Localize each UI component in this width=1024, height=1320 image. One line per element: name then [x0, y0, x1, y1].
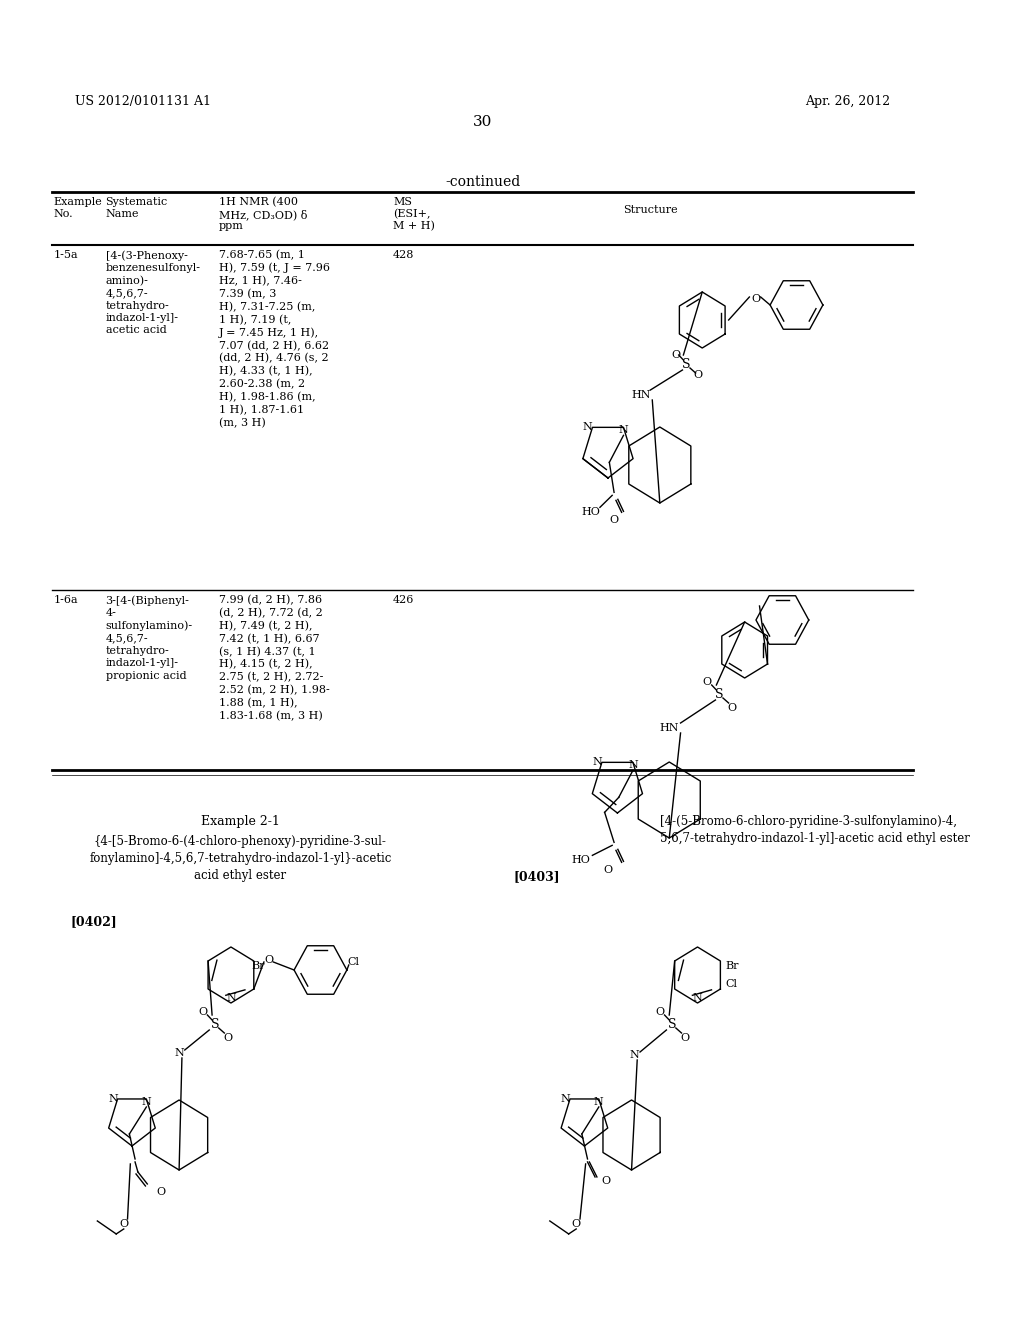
Text: S: S — [668, 1019, 676, 1031]
Text: 7.68-7.65 (m, 1
H), 7.59 (t, J = 7.96
Hz, 1 H), 7.46-
7.39 (m, 3
H), 7.31-7.25 (: 7.68-7.65 (m, 1 H), 7.59 (t, J = 7.96 Hz… — [219, 249, 330, 428]
Text: [4-(5-Bromo-6-chloro-pyridine-3-sulfonylamino)-4,
5,6,7-tetrahydro-indazol-1-yl]: [4-(5-Bromo-6-chloro-pyridine-3-sulfonyl… — [659, 814, 970, 845]
Text: [0403]: [0403] — [514, 870, 560, 883]
Text: Cl: Cl — [347, 957, 359, 968]
Text: 30: 30 — [473, 115, 493, 129]
Text: HO: HO — [571, 855, 591, 866]
Text: O: O — [681, 1034, 690, 1043]
Text: N: N — [560, 1094, 570, 1104]
Text: HN: HN — [631, 389, 650, 400]
Text: HN: HN — [659, 723, 679, 733]
Text: -continued: -continued — [445, 176, 520, 189]
Text: N: N — [141, 1097, 152, 1107]
Text: O: O — [655, 1007, 665, 1016]
Text: 426: 426 — [393, 595, 415, 605]
Text: [0402]: [0402] — [71, 915, 118, 928]
Text: S: S — [211, 1019, 219, 1031]
Text: O: O — [571, 1218, 581, 1229]
Text: O: O — [693, 370, 702, 380]
Text: 7.99 (d, 2 H), 7.86
(d, 2 H), 7.72 (d, 2
H), 7.49 (t, 2 H),
7.42 (t, 1 H), 6.67
: 7.99 (d, 2 H), 7.86 (d, 2 H), 7.72 (d, 2… — [219, 595, 330, 721]
Text: 1-5a: 1-5a — [53, 249, 79, 260]
Text: N: N — [174, 1048, 184, 1059]
Text: Systematic
Name: Systematic Name — [105, 197, 168, 219]
Text: O: O — [119, 1218, 128, 1229]
Text: Structure: Structure — [623, 205, 678, 215]
Text: [4-(3-Phenoxy-
benzenesulfonyl-
amino)-
4,5,6,7-
tetrahydro-
indazol-1-yl]-
acet: [4-(3-Phenoxy- benzenesulfonyl- amino)- … — [105, 249, 201, 335]
Text: {4-[5-Bromo-6-(4-chloro-phenoxy)-pyridine-3-sul-
fonylamino]-4,5,6,7-tetrahydro-: {4-[5-Bromo-6-(4-chloro-phenoxy)-pyridin… — [89, 836, 391, 882]
Text: O: O — [156, 1187, 165, 1197]
Text: O: O — [752, 294, 761, 304]
Text: O: O — [672, 350, 680, 360]
Text: N: N — [628, 760, 638, 771]
Text: N: N — [583, 422, 593, 433]
Text: O: O — [198, 1007, 207, 1016]
Text: O: O — [702, 677, 712, 686]
Text: N: N — [108, 1094, 118, 1104]
Text: HO: HO — [581, 507, 600, 517]
Text: Example
No.: Example No. — [53, 197, 102, 219]
Text: Cl: Cl — [726, 979, 737, 989]
Text: N: N — [692, 993, 702, 1003]
Text: MS
(ESI+,
M + H): MS (ESI+, M + H) — [393, 197, 435, 231]
Text: N: N — [592, 758, 602, 767]
Text: 1H NMR (400
MHz, CD₃OD) δ
ppm: 1H NMR (400 MHz, CD₃OD) δ ppm — [219, 197, 307, 231]
Text: O: O — [609, 515, 618, 525]
Text: N: N — [594, 1097, 604, 1107]
Text: N: N — [226, 993, 236, 1003]
Text: Br: Br — [725, 961, 738, 972]
Text: O: O — [728, 704, 737, 713]
Text: S: S — [715, 689, 723, 701]
Text: O: O — [264, 954, 273, 965]
Text: O: O — [603, 866, 612, 875]
Text: O: O — [223, 1034, 232, 1043]
Text: Apr. 26, 2012: Apr. 26, 2012 — [805, 95, 890, 108]
Text: N: N — [630, 1049, 639, 1060]
Text: 1-6a: 1-6a — [53, 595, 79, 605]
Text: 428: 428 — [393, 249, 415, 260]
Text: Br: Br — [252, 961, 265, 972]
Text: N: N — [618, 425, 629, 436]
Text: US 2012/0101131 A1: US 2012/0101131 A1 — [76, 95, 211, 108]
Text: O: O — [602, 1176, 611, 1185]
Text: 3-[4-(Biphenyl-
4-
sulfonylamino)-
4,5,6,7-
tetrahydro-
indazol-1-yl]-
propionic: 3-[4-(Biphenyl- 4- sulfonylamino)- 4,5,6… — [105, 595, 193, 681]
Text: Example 2-1: Example 2-1 — [201, 814, 280, 828]
Text: S: S — [682, 359, 690, 371]
